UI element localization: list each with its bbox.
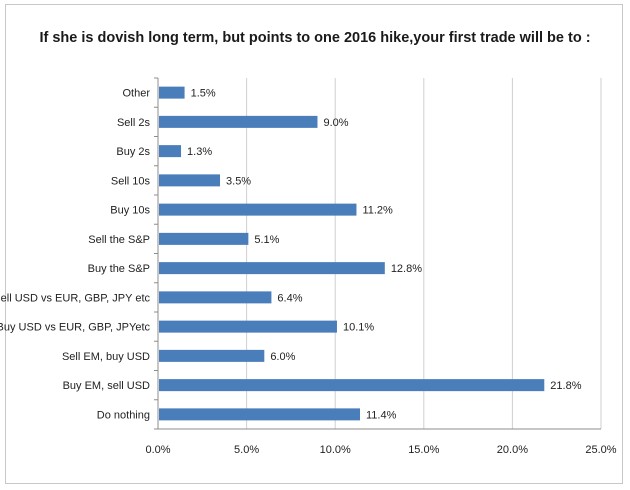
category-label: Buy the S&P [88, 263, 150, 275]
data-label: 21.8% [550, 380, 581, 392]
category-label: Do nothing [97, 409, 150, 421]
data-label: 6.0% [270, 351, 295, 363]
category-label: Other [122, 88, 150, 100]
chart-frame [5, 4, 623, 484]
bar [159, 203, 357, 216]
bar [159, 86, 185, 99]
bar [159, 262, 385, 275]
bar [159, 349, 265, 362]
data-label: 11.4% [366, 409, 397, 421]
bar [159, 115, 318, 128]
bar [159, 320, 337, 333]
category-label: Buy 2s [116, 146, 150, 158]
bar [159, 232, 249, 245]
category-label: Buy 10s [110, 205, 150, 217]
category-label: Sell USD vs EUR, GBP, JPY etc [0, 292, 150, 304]
bar [159, 174, 221, 187]
data-label: 5.1% [254, 234, 279, 246]
bar [159, 379, 545, 392]
data-label: 9.0% [323, 117, 348, 129]
x-tick-label: 5.0% [234, 444, 259, 456]
bar [159, 291, 272, 304]
x-tick-label: 25.0% [585, 444, 616, 456]
data-label: 6.4% [277, 292, 302, 304]
category-label: Sell 10s [111, 175, 151, 187]
data-label: 3.5% [226, 175, 251, 187]
data-label: 10.1% [343, 322, 374, 334]
chart-title: If she is dovish long term, but points t… [39, 30, 591, 46]
x-tick-label: 20.0% [497, 444, 528, 456]
category-label: Buy EM, sell USD [63, 380, 150, 392]
data-label: 1.5% [191, 88, 216, 100]
data-label: 1.3% [187, 146, 212, 158]
category-label: Buy USD vs EUR, GBP, JPYetc [0, 322, 150, 334]
data-label: 11.2% [362, 205, 393, 217]
category-label: Sell the S&P [88, 234, 150, 246]
bar [159, 408, 361, 421]
x-tick-label: 0.0% [145, 444, 170, 456]
bar [159, 145, 182, 158]
x-tick-label: 10.0% [320, 444, 351, 456]
category-label: Sell 2s [117, 117, 151, 129]
x-tick-label: 15.0% [408, 444, 439, 456]
data-label: 12.8% [391, 263, 422, 275]
category-label: Sell EM, buy USD [62, 351, 150, 363]
